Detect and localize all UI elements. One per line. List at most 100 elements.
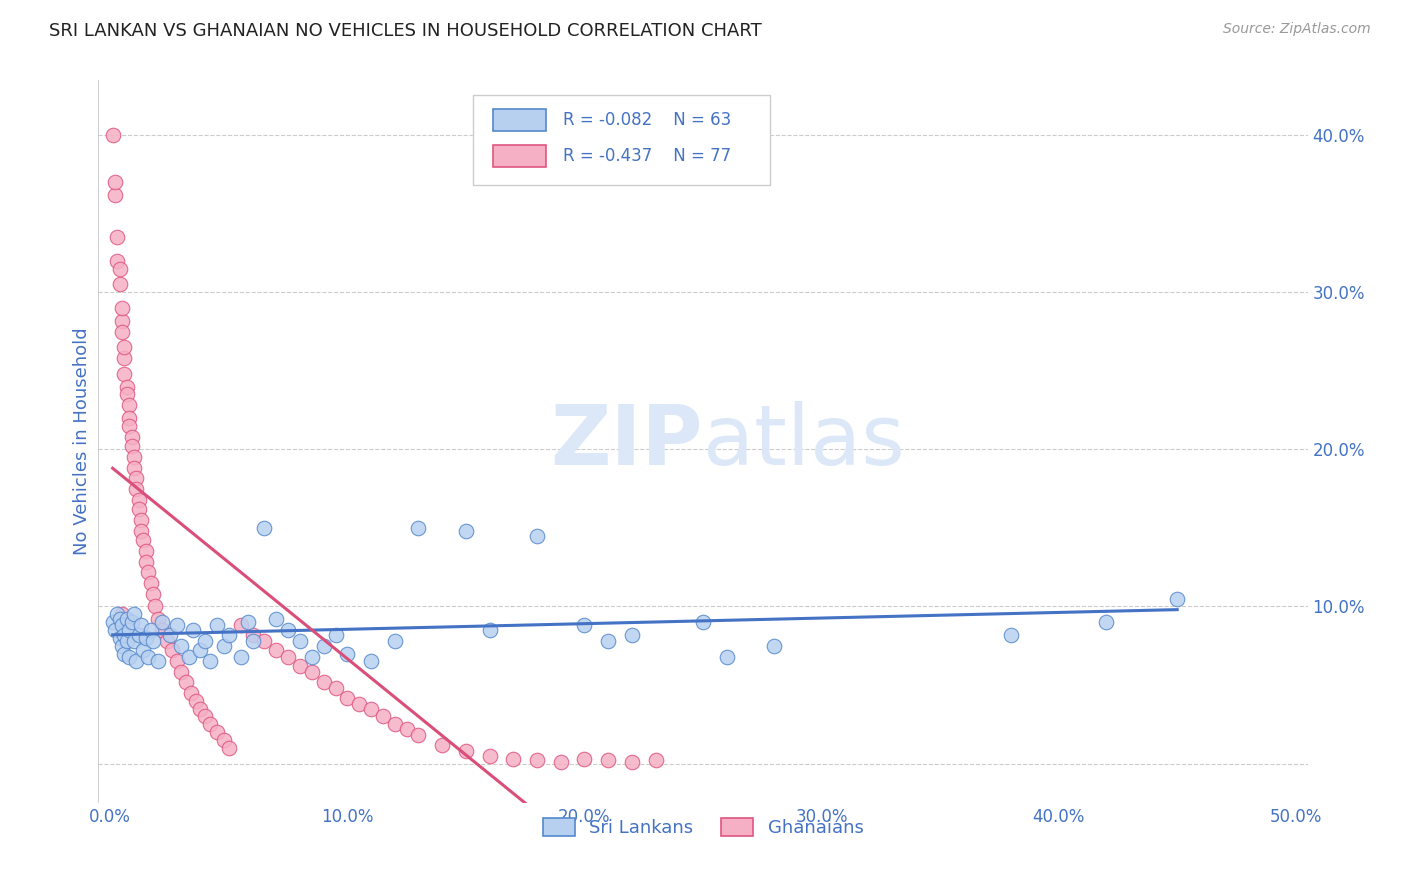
Point	[122, 634, 145, 648]
Point	[115, 387, 138, 401]
Point	[142, 634, 165, 648]
Point	[478, 748, 501, 763]
Point	[301, 665, 323, 680]
Point	[121, 615, 143, 630]
Point	[336, 690, 359, 705]
Point	[692, 615, 714, 630]
Point	[114, 351, 136, 366]
Point	[114, 340, 136, 354]
Point	[115, 612, 138, 626]
Point	[111, 313, 134, 327]
Point	[242, 634, 264, 648]
Point	[384, 717, 406, 731]
Point	[125, 471, 148, 485]
Point	[408, 728, 430, 742]
Point	[105, 607, 128, 622]
Point	[229, 618, 252, 632]
Point	[122, 461, 145, 475]
Point	[1095, 615, 1118, 630]
Point	[166, 618, 188, 632]
Point	[105, 253, 128, 268]
Point	[132, 533, 155, 548]
Point	[598, 634, 620, 648]
Point	[212, 639, 235, 653]
Point	[454, 524, 477, 538]
Point	[264, 643, 287, 657]
Point	[129, 524, 152, 538]
Point	[218, 628, 240, 642]
Point	[118, 418, 141, 433]
Point	[716, 649, 738, 664]
Point	[128, 628, 150, 642]
Point	[218, 740, 240, 755]
Point	[502, 752, 524, 766]
Point	[135, 631, 157, 645]
Point	[181, 623, 204, 637]
Point	[205, 725, 228, 739]
Point	[312, 639, 335, 653]
Point	[170, 639, 193, 653]
Point	[371, 709, 394, 723]
Point	[312, 674, 335, 689]
Point	[198, 717, 221, 731]
Point	[301, 649, 323, 664]
Point	[135, 556, 157, 570]
Point	[114, 367, 136, 381]
Point	[114, 647, 136, 661]
Point	[644, 753, 666, 767]
Point	[104, 175, 127, 189]
Point	[104, 188, 127, 202]
Point	[115, 634, 138, 648]
Point	[360, 701, 382, 715]
Point	[177, 649, 200, 664]
Point	[143, 599, 166, 614]
Point	[384, 634, 406, 648]
Point	[136, 565, 159, 579]
FancyBboxPatch shape	[492, 109, 546, 131]
Point	[122, 607, 145, 622]
Point	[190, 643, 212, 657]
Point	[159, 628, 181, 642]
Point	[360, 655, 382, 669]
Point	[288, 659, 311, 673]
Point	[114, 628, 136, 642]
Point	[277, 623, 299, 637]
Point	[478, 623, 501, 637]
Point	[142, 587, 165, 601]
Point	[574, 752, 596, 766]
Point	[136, 649, 159, 664]
Point	[190, 701, 212, 715]
Point	[763, 639, 786, 653]
Point	[288, 634, 311, 648]
Point	[129, 513, 152, 527]
Point	[229, 649, 252, 664]
Point	[1000, 628, 1022, 642]
Point	[325, 681, 347, 695]
Point	[1166, 591, 1188, 606]
Point	[408, 521, 430, 535]
Point	[236, 615, 259, 630]
Point	[395, 722, 418, 736]
Point	[105, 230, 128, 244]
Point	[526, 529, 548, 543]
Point	[184, 694, 207, 708]
Point	[125, 655, 148, 669]
Text: atlas: atlas	[703, 401, 904, 482]
Point	[180, 686, 202, 700]
Point	[111, 607, 134, 622]
Point	[264, 612, 287, 626]
Point	[118, 649, 141, 664]
Point	[111, 639, 134, 653]
Point	[152, 623, 174, 637]
Point	[253, 634, 276, 648]
Point	[550, 755, 572, 769]
Point	[598, 753, 620, 767]
Point	[139, 623, 162, 637]
Text: Source: ZipAtlas.com: Source: ZipAtlas.com	[1223, 22, 1371, 37]
Point	[152, 615, 174, 630]
Point	[574, 618, 596, 632]
Point	[156, 634, 179, 648]
Text: R = -0.082    N = 63: R = -0.082 N = 63	[562, 111, 731, 129]
Point	[111, 325, 134, 339]
Point	[139, 575, 162, 590]
